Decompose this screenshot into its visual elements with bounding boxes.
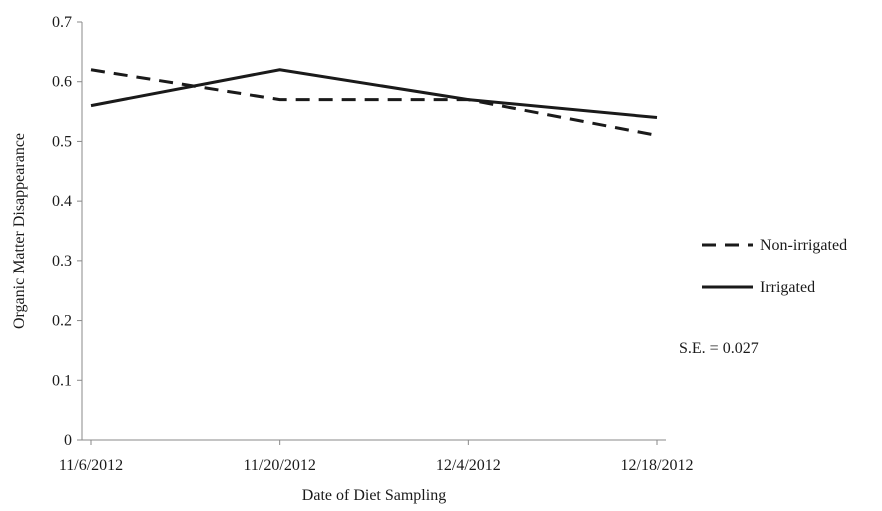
y-axis-title: Organic Matter Disappearance <box>11 133 28 329</box>
y-tick-label: 0.6 <box>52 74 72 91</box>
y-tick-label: 0 <box>64 432 72 449</box>
y-tick-label: 0.7 <box>52 14 72 31</box>
x-tick-label: 11/20/2012 <box>244 457 316 474</box>
y-tick-label: 0.2 <box>52 313 72 330</box>
series-line-irrigated <box>90 68 658 120</box>
y-tick-label: 0.1 <box>52 372 72 389</box>
standard-error-note: S.E. = 0.027 <box>679 340 759 357</box>
x-tick-label: 12/4/2012 <box>436 457 501 474</box>
y-axis-ticks: 0 0.1 0.2 0.3 0.4 0.5 0.6 0.7 <box>52 14 82 449</box>
y-tick-label: 0.3 <box>52 253 72 270</box>
x-tick-label: 12/18/2012 <box>621 457 694 474</box>
series-layer <box>90 68 658 137</box>
series-line-non-irrigated <box>90 68 658 137</box>
y-tick-label: 0.5 <box>52 133 72 150</box>
legend-label: Non-irrigated <box>760 237 847 254</box>
legend-label: Irrigated <box>760 279 815 296</box>
legend: Non-irrigated Irrigated <box>702 237 847 296</box>
x-axis-ticks: 11/6/2012 11/20/2012 12/4/2012 12/18/2012 <box>59 440 694 474</box>
x-tick-label: 11/6/2012 <box>59 457 123 474</box>
x-axis-title: Date of Diet Sampling <box>302 487 446 504</box>
y-tick-label: 0.4 <box>52 193 72 210</box>
